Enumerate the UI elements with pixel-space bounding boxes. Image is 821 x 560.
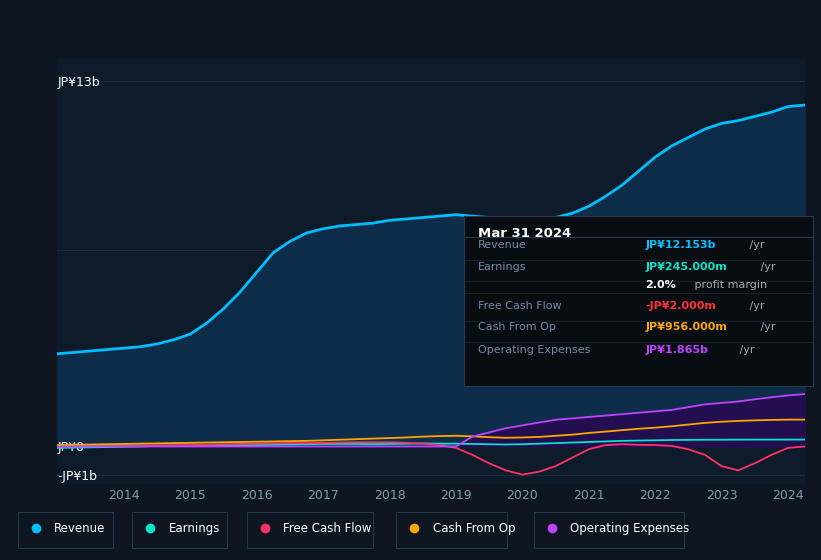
Text: JP¥245.000m: JP¥245.000m: [645, 262, 727, 272]
Text: profit margin: profit margin: [690, 279, 767, 290]
Text: Revenue: Revenue: [478, 240, 526, 250]
Text: Operating Expenses: Operating Expenses: [478, 344, 590, 354]
Text: /yr: /yr: [757, 323, 775, 332]
Text: Cash From Op: Cash From Op: [478, 323, 556, 332]
Text: Revenue: Revenue: [54, 522, 106, 535]
Text: Earnings: Earnings: [168, 522, 220, 535]
Text: 2.0%: 2.0%: [645, 279, 676, 290]
Text: -JP¥2.000m: -JP¥2.000m: [645, 301, 716, 311]
Text: Free Cash Flow: Free Cash Flow: [282, 522, 371, 535]
Text: Operating Expenses: Operating Expenses: [571, 522, 690, 535]
Text: Earnings: Earnings: [478, 262, 526, 272]
Text: JP¥12.153b: JP¥12.153b: [645, 240, 716, 250]
Text: JP¥1.865b: JP¥1.865b: [645, 344, 709, 354]
Text: /yr: /yr: [746, 240, 765, 250]
Text: JP¥956.000m: JP¥956.000m: [645, 323, 727, 332]
Text: Cash From Op: Cash From Op: [433, 522, 515, 535]
Text: /yr: /yr: [746, 301, 765, 311]
Text: Free Cash Flow: Free Cash Flow: [478, 301, 562, 311]
Text: Mar 31 2024: Mar 31 2024: [478, 227, 571, 240]
Text: /yr: /yr: [736, 344, 754, 354]
Text: /yr: /yr: [757, 262, 775, 272]
